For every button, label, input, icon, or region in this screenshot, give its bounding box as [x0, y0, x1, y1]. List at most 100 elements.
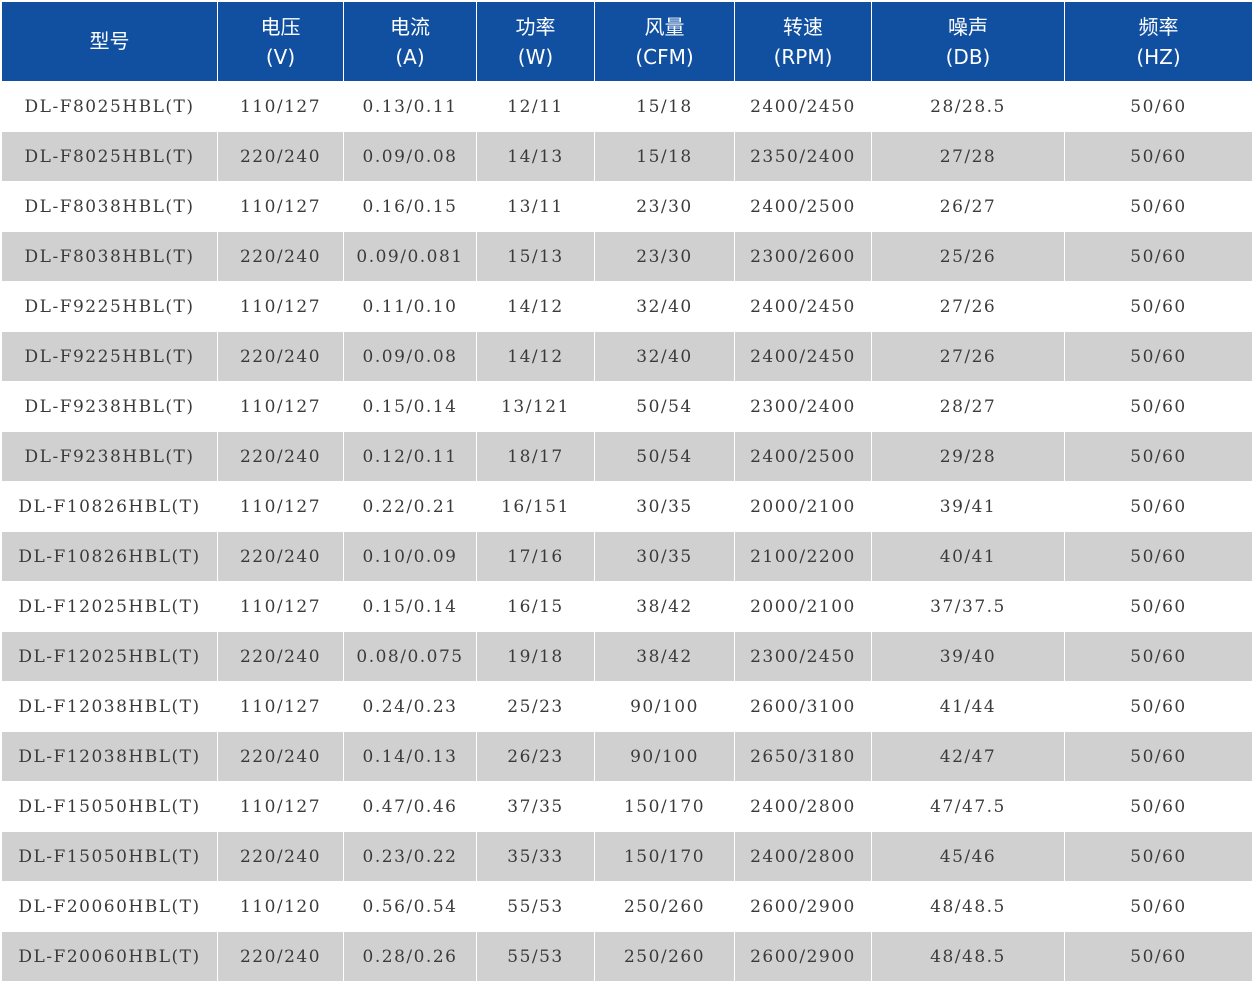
header-speed: 转速 (RPM): [734, 1, 872, 82]
table-row: DL-F9238HBL(T) 220/240 0.12/0.11 18/17 50/54…: [1, 431, 1253, 482]
cell-frequency: 50/60: [1064, 531, 1253, 582]
header-current: 电流 (A): [343, 1, 477, 82]
cell-noise: 27/28: [871, 131, 1065, 182]
cell-model: DL-F8025HBL(T): [1, 131, 218, 182]
cell-airflow: 32/40: [594, 331, 735, 382]
cell-voltage: 110/127: [217, 81, 344, 132]
cell-power: 55/53: [476, 881, 595, 932]
cell-current: 0.08/0.075: [343, 631, 477, 682]
header-model-label: 型号: [89, 29, 130, 53]
cell-speed: 2350/2400: [734, 131, 872, 182]
cell-voltage: 220/240: [217, 231, 344, 282]
cell-noise: 27/26: [871, 331, 1065, 382]
cell-noise: 47/47.5: [871, 781, 1065, 832]
cell-noise: 45/46: [871, 831, 1065, 882]
cell-voltage: 220/240: [217, 531, 344, 582]
table-row: DL-F15050HBL(T) 220/240 0.23/0.22 35/33 150/…: [1, 831, 1253, 882]
header-frequency-unit: (HZ): [1136, 44, 1181, 69]
cell-power: 16/151: [476, 481, 595, 532]
cell-model: DL-F9225HBL(T): [1, 281, 218, 332]
table-row: DL-F12038HBL(T) 220/240 0.14/0.13 26/23 90/1…: [1, 731, 1253, 782]
cell-voltage: 220/240: [217, 931, 344, 982]
cell-voltage: 110/127: [217, 381, 344, 432]
cell-voltage: 110/127: [217, 681, 344, 732]
header-power-unit: (W): [517, 44, 554, 69]
cell-voltage: 220/240: [217, 831, 344, 882]
cell-speed: 2100/2200: [734, 531, 872, 582]
cell-airflow: 23/30: [594, 181, 735, 232]
cell-speed: 2400/2450: [734, 331, 872, 382]
header-voltage: 电压 (V): [217, 1, 344, 82]
cell-noise: 48/48.5: [871, 881, 1065, 932]
cell-frequency: 50/60: [1064, 781, 1253, 832]
cell-voltage: 110/127: [217, 181, 344, 232]
header-power-label: 功率: [515, 14, 556, 39]
cell-airflow: 150/170: [594, 781, 735, 832]
cell-model: DL-F10826HBL(T): [1, 481, 218, 532]
cell-model: DL-F9225HBL(T): [1, 331, 218, 382]
cell-power: 37/35: [476, 781, 595, 832]
cell-frequency: 50/60: [1064, 431, 1253, 482]
table-body: DL-F8025HBL(T) 110/127 0.13/0.11 12/11 15/18…: [1, 81, 1253, 982]
cell-current: 0.10/0.09: [343, 531, 477, 582]
header-airflow-unit: (CFM): [635, 44, 694, 69]
header-airflow-label: 风量: [644, 14, 685, 39]
cell-model: DL-F9238HBL(T): [1, 431, 218, 482]
cell-model: DL-F8025HBL(T): [1, 81, 218, 132]
cell-model: DL-F20060HBL(T): [1, 881, 218, 932]
cell-noise: 39/41: [871, 481, 1065, 532]
cell-current: 0.56/0.54: [343, 881, 477, 932]
cell-airflow: 250/260: [594, 881, 735, 932]
cell-power: 25/23: [476, 681, 595, 732]
cell-frequency: 50/60: [1064, 231, 1253, 282]
cell-speed: 2650/3180: [734, 731, 872, 782]
cell-airflow: 38/42: [594, 581, 735, 632]
cell-power: 14/13: [476, 131, 595, 182]
cell-current: 0.14/0.13: [343, 731, 477, 782]
cell-model: DL-F9238HBL(T): [1, 381, 218, 432]
cell-noise: 27/26: [871, 281, 1065, 332]
cell-frequency: 50/60: [1064, 681, 1253, 732]
table-row: DL-F8038HBL(T) 110/127 0.16/0.15 13/11 23/30…: [1, 181, 1253, 232]
cell-voltage: 110/127: [217, 281, 344, 332]
cell-speed: 2600/3100: [734, 681, 872, 732]
cell-frequency: 50/60: [1064, 481, 1253, 532]
header-noise: 噪声 (DB): [871, 1, 1065, 82]
cell-frequency: 50/60: [1064, 731, 1253, 782]
header-frequency-label: 频率: [1138, 14, 1179, 39]
cell-voltage: 110/127: [217, 781, 344, 832]
fan-spec-table: 型号 电压 (V) 电流 (A) 功率 (W) 风量 (CFM) 转速 (RPM…: [1, 1, 1253, 982]
cell-airflow: 23/30: [594, 231, 735, 282]
header-row: 型号 电压 (V) 电流 (A) 功率 (W) 风量 (CFM) 转速 (RPM…: [1, 1, 1253, 82]
table-row: DL-F12025HBL(T) 220/240 0.08/0.075 19/18 38/…: [1, 631, 1253, 682]
header-noise-label: 噪声: [948, 14, 988, 39]
cell-model: DL-F10826HBL(T): [1, 531, 218, 582]
table-row: DL-F9225HBL(T) 110/127 0.11/0.10 14/12 32/40…: [1, 281, 1253, 332]
header-model: 型号: [1, 1, 218, 82]
table-row: DL-F8038HBL(T) 220/240 0.09/0.081 15/13 23/3…: [1, 231, 1253, 282]
cell-model: DL-F15050HBL(T): [1, 781, 218, 832]
cell-frequency: 50/60: [1064, 81, 1253, 132]
cell-airflow: 90/100: [594, 681, 735, 732]
cell-airflow: 30/35: [594, 531, 735, 582]
cell-current: 0.12/0.11: [343, 431, 477, 482]
table-header: 型号 电压 (V) 电流 (A) 功率 (W) 风量 (CFM) 转速 (RPM…: [1, 1, 1253, 82]
table-row: DL-F9225HBL(T) 220/240 0.09/0.08 14/12 32/40…: [1, 331, 1253, 382]
cell-frequency: 50/60: [1064, 131, 1253, 182]
cell-speed: 2000/2100: [734, 581, 872, 632]
cell-voltage: 110/127: [217, 581, 344, 632]
cell-speed: 2400/2450: [734, 81, 872, 132]
cell-airflow: 150/170: [594, 831, 735, 882]
cell-speed: 2300/2450: [734, 631, 872, 682]
table-row: DL-F20060HBL(T) 110/120 0.56/0.54 55/53 250/…: [1, 881, 1253, 932]
cell-airflow: 50/54: [594, 381, 735, 432]
cell-model: DL-F12038HBL(T): [1, 681, 218, 732]
table-row: DL-F8025HBL(T) 110/127 0.13/0.11 12/11 15/18…: [1, 81, 1253, 132]
cell-current: 0.09/0.08: [343, 331, 477, 382]
cell-power: 15/13: [476, 231, 595, 282]
cell-current: 0.23/0.22: [343, 831, 477, 882]
cell-voltage: 220/240: [217, 131, 344, 182]
cell-power: 16/15: [476, 581, 595, 632]
cell-speed: 2400/2800: [734, 831, 872, 882]
header-speed-label: 转速: [783, 14, 823, 39]
